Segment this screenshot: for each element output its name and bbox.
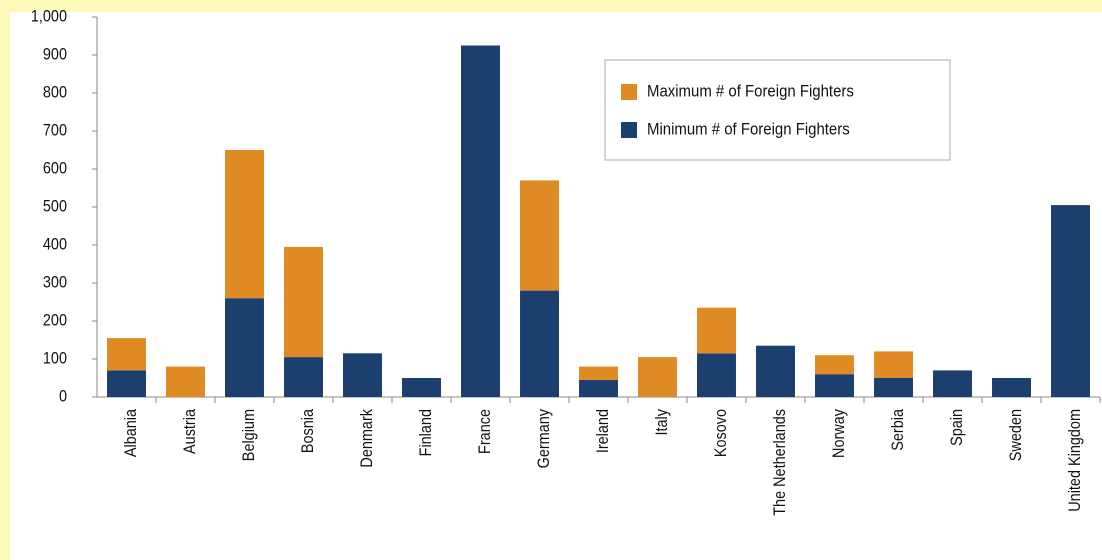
x-tick-label: Spain [948, 409, 966, 446]
x-tick-label: Ireland [594, 409, 612, 453]
bar-segment [874, 351, 913, 378]
y-tick-label: 900 [43, 45, 67, 63]
y-tick-label: 200 [43, 311, 67, 329]
x-tick-label: Bosnia [299, 409, 317, 453]
x-tick-label: Denmark [358, 409, 376, 468]
bar-segment [402, 378, 441, 397]
bar-segment [107, 370, 146, 397]
bar-segment [933, 370, 972, 397]
bar-segment [638, 357, 677, 397]
top-strip [0, 0, 1102, 12]
x-tick-label: United Kingdom [1066, 409, 1084, 512]
x-tick-label: Norway [830, 409, 848, 458]
bar-segment [579, 379, 618, 397]
bar-segment [461, 45, 500, 397]
y-tick-label: 800 [43, 83, 67, 101]
bar-segment [166, 366, 205, 397]
bar-segment [520, 290, 559, 397]
y-tick-label: 500 [43, 197, 67, 215]
bar-segment [225, 150, 264, 299]
bar-segment [992, 378, 1031, 397]
bar-segment [520, 180, 559, 291]
bar-segment [697, 307, 736, 354]
x-tick-label: Belgium [240, 409, 258, 461]
bar-segment [756, 345, 795, 397]
bar-segment [874, 378, 913, 397]
bar-segment [284, 357, 323, 397]
left-strip [0, 0, 10, 560]
bar-segment [1051, 205, 1090, 397]
x-tick-label: The Netherlands [771, 409, 789, 516]
legend-label: Maximum # of Foreign Fighters [647, 83, 854, 101]
x-tick-label: Austria [181, 409, 199, 454]
y-tick-label: 400 [43, 235, 67, 253]
legend-swatch [621, 84, 637, 100]
y-tick-label: 1,000 [31, 7, 67, 25]
legend-swatch [621, 122, 637, 138]
bar-segment [697, 353, 736, 397]
bar-segment [284, 246, 323, 358]
bar-segment [107, 338, 146, 371]
x-tick-label: Finland [417, 409, 435, 456]
legend-label: Minimum # of Foreign Fighters [647, 121, 850, 139]
bar-segment [579, 366, 618, 380]
x-tick-label: France [476, 409, 494, 454]
x-tick-label: Sweden [1007, 409, 1025, 461]
x-tick-label: Germany [535, 409, 553, 468]
bar-segment [225, 298, 264, 397]
bar-segment [815, 355, 854, 375]
x-tick-label: Kosovo [712, 409, 730, 457]
bar-segment [343, 353, 382, 397]
bar-segment [815, 374, 854, 397]
y-tick-label: 100 [43, 349, 67, 367]
y-tick-label: 0 [59, 387, 67, 405]
x-tick-label: Serbia [889, 409, 907, 451]
legend-box [604, 59, 951, 161]
y-tick-label: 700 [43, 121, 67, 139]
x-tick-label: Albania [122, 409, 140, 457]
y-tick-label: 600 [43, 159, 67, 177]
x-tick-label: Italy [653, 409, 671, 436]
y-tick-label: 300 [43, 273, 67, 291]
